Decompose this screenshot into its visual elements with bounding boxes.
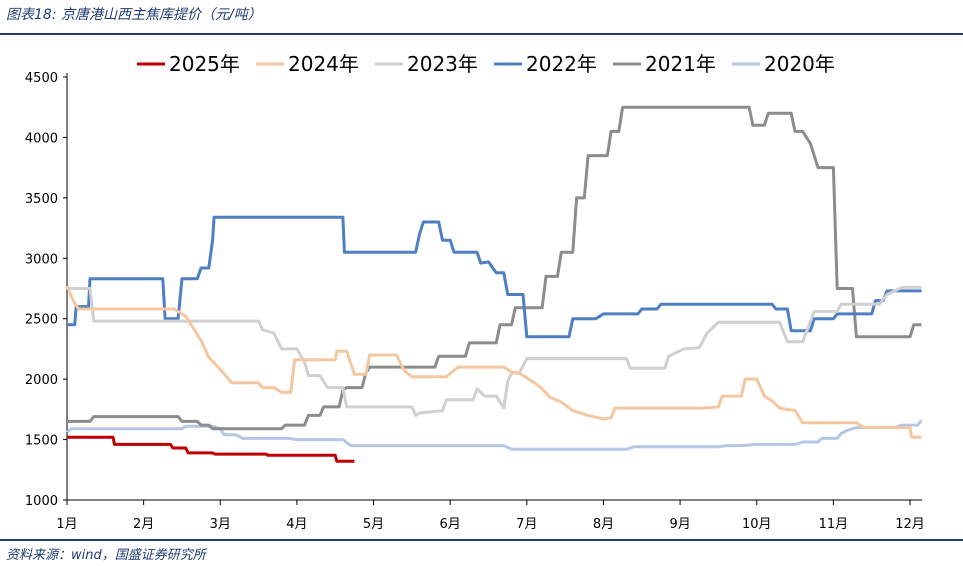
legend-label-2023年: 2023年: [407, 52, 478, 76]
series-line-2023年: [67, 285, 922, 417]
y-tick-label: 2500: [25, 313, 58, 328]
chart-legend: 2025年 2024年 2023年 2022年 2021年 2020年: [137, 52, 835, 76]
x-tick-label: 2月: [133, 517, 154, 532]
legend-label-2025年: 2025年: [169, 52, 240, 76]
legend-label-2022年: 2022年: [526, 52, 597, 76]
series-line-2020年: [65, 419, 923, 451]
x-tick-label: 5月: [363, 517, 384, 532]
y-tick-label: 1500: [25, 434, 58, 449]
y-tick-label: 3500: [25, 192, 58, 207]
top-divider: [0, 33, 963, 35]
chart-axes: 1000 1500 2000 2500 3000 3500 4000 4500 1月 2月 3月 4月…: [25, 71, 925, 532]
x-tick-label: 10月: [742, 517, 772, 532]
legend-label-2024年: 2024年: [288, 52, 359, 76]
x-tick-label: 12月: [895, 517, 925, 532]
series-line-2021年: [67, 105, 922, 431]
bottom-divider: [0, 539, 963, 541]
x-tick-label: 3月: [210, 517, 231, 532]
x-tick-label: 7月: [516, 517, 537, 532]
legend-label-2021年: 2021年: [645, 52, 716, 76]
figure-title: 图表18: 京唐港山西主焦库提价（元/吨）: [6, 7, 262, 23]
series-line-2024年: [65, 285, 922, 439]
source-note: 资料来源：wind，国盛证券研究所: [6, 548, 206, 563]
y-tick-label: 3000: [25, 252, 58, 267]
series-line-2025年: [67, 435, 355, 463]
series-line-2022年: [67, 215, 922, 339]
x-tick-label: 11月: [819, 517, 849, 532]
x-tick-label: 1月: [56, 517, 77, 532]
legend-label-2020年: 2020年: [764, 52, 835, 76]
x-tick-label: 9月: [669, 517, 690, 532]
y-tick-label: 2000: [25, 373, 58, 388]
x-tick-label: 6月: [440, 517, 461, 532]
x-tick-label: 4月: [286, 517, 307, 532]
chart-series: [65, 105, 923, 463]
x-tick-label: 8月: [593, 517, 614, 532]
y-tick-label: 4500: [25, 71, 58, 86]
y-tick-label: 1000: [25, 494, 58, 509]
y-tick-label: 4000: [25, 131, 58, 146]
